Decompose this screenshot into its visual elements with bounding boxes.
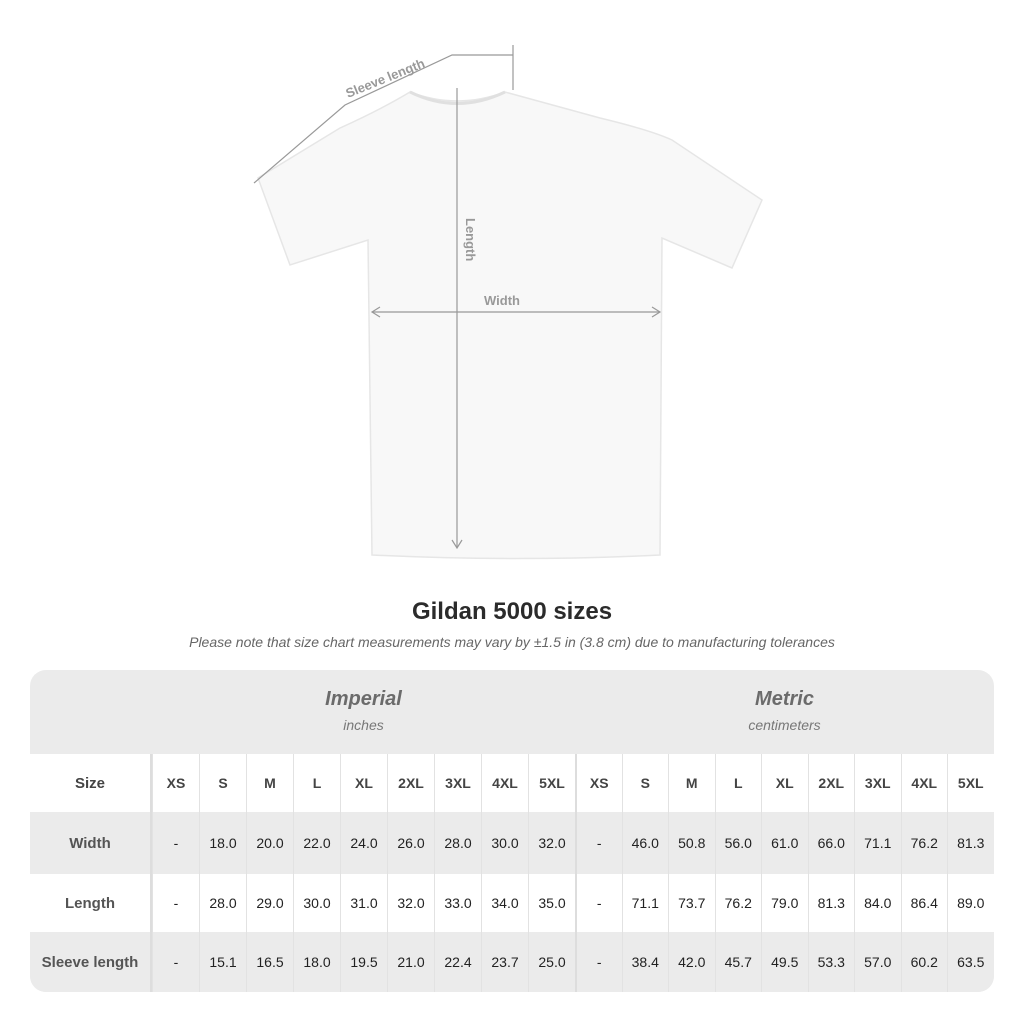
imperial-value-cell: 32.0 bbox=[387, 874, 434, 932]
imperial-value-cell: 19.5 bbox=[340, 932, 387, 992]
imperial-value-cell: 16.5 bbox=[246, 932, 293, 992]
tolerance-note: Please note that size chart measurements… bbox=[189, 634, 835, 650]
size-header-cell: M bbox=[246, 754, 293, 812]
size-header-cell: 4XL bbox=[481, 754, 528, 812]
metric-value-cell: - bbox=[575, 812, 622, 874]
imperial-unit: inches bbox=[343, 717, 384, 733]
metric-header: Metric centimeters bbox=[575, 670, 994, 754]
tshirt-diagram: Sleeve length Length Width bbox=[253, 45, 763, 560]
imperial-value-cell: 34.0 bbox=[481, 874, 528, 932]
metric-value-cell: 56.0 bbox=[714, 812, 762, 874]
imperial-title: Imperial bbox=[325, 688, 402, 710]
size-table: Imperial inches Metric centimeters Size X… bbox=[30, 670, 994, 992]
row-label: Size bbox=[30, 754, 152, 812]
metric-value-cell: - bbox=[575, 932, 622, 992]
size-header-cell: M bbox=[668, 754, 715, 812]
imperial-value-cell: - bbox=[152, 812, 199, 874]
metric-value-cell: 66.0 bbox=[807, 812, 855, 874]
imperial-value-cell: - bbox=[152, 874, 199, 932]
imperial-value-cell: 23.7 bbox=[481, 932, 528, 992]
metric-value-cell: 76.2 bbox=[900, 812, 948, 874]
size-header-cell: XL bbox=[761, 754, 808, 812]
metric-value-cell: 57.0 bbox=[854, 932, 901, 992]
metric-value-cell: 89.0 bbox=[947, 874, 994, 932]
imperial-value-cell: 28.0 bbox=[199, 874, 246, 932]
metric-value-cell: 42.0 bbox=[668, 932, 715, 992]
imperial-value-cell: 31.0 bbox=[340, 874, 387, 932]
metric-value-cell: - bbox=[575, 874, 622, 932]
sleeve-measure-line bbox=[253, 54, 513, 184]
imperial-value-cell: 29.0 bbox=[246, 874, 293, 932]
metric-value-cell: 50.8 bbox=[668, 812, 715, 874]
metric-value-cell: 86.4 bbox=[900, 874, 948, 932]
metric-value-cell: 60.2 bbox=[900, 932, 948, 992]
imperial-value-cell: 33.0 bbox=[434, 874, 481, 932]
page-title: Gildan 5000 sizes bbox=[411, 598, 613, 625]
imperial-header: Imperial inches bbox=[152, 670, 575, 754]
size-header-cell: 3XL bbox=[434, 754, 481, 812]
metric-value-cell: 53.3 bbox=[807, 932, 855, 992]
imperial-value-cell: - bbox=[152, 932, 199, 992]
table-row: Sleeve length -15.1 16.5 18.0 19.5 21.0 22.4 23… bbox=[30, 932, 994, 992]
imperial-value-cell: 21.0 bbox=[387, 932, 434, 992]
size-header-cell: 4XL bbox=[900, 754, 948, 812]
row-label: Sleeve length bbox=[30, 932, 152, 992]
metric-value-cell: 71.1 bbox=[854, 812, 901, 874]
size-header-cell: XS bbox=[152, 754, 199, 812]
metric-value-cell: 61.0 bbox=[761, 812, 808, 874]
size-header-cell: S bbox=[199, 754, 246, 812]
size-header-cell: 5XL bbox=[528, 754, 575, 812]
imperial-value-cell: 24.0 bbox=[340, 812, 387, 874]
metric-value-cell: 81.3 bbox=[947, 812, 994, 874]
width-label: Width bbox=[484, 293, 520, 308]
metric-value-cell: 79.0 bbox=[761, 874, 808, 932]
imperial-value-cell: 30.0 bbox=[481, 812, 528, 874]
metric-value-cell: 45.7 bbox=[714, 932, 762, 992]
imperial-value-cell: 22.4 bbox=[434, 932, 481, 992]
size-header-cell: 2XL bbox=[387, 754, 434, 812]
size-header-cell: S bbox=[621, 754, 669, 812]
metric-value-cell: 38.4 bbox=[621, 932, 669, 992]
metric-value-cell: 84.0 bbox=[854, 874, 901, 932]
length-label: Length bbox=[463, 218, 478, 261]
imperial-value-cell: 35.0 bbox=[528, 874, 575, 932]
row-label: Width bbox=[30, 812, 152, 874]
imperial-value-cell: 25.0 bbox=[528, 932, 575, 992]
table-row: Length -28.0 29.0 30.0 31.0 32.0 33.0 34.0 35.0-… bbox=[30, 874, 994, 932]
size-header-cell: XS bbox=[575, 754, 622, 812]
metric-value-cell: 71.1 bbox=[621, 874, 669, 932]
table-row: Width -18.0 20.0 22.0 24.0 26.0 28.0 30.0 32.0-4… bbox=[30, 812, 994, 874]
row-label: Length bbox=[30, 874, 152, 932]
metric-value-cell: 46.0 bbox=[621, 812, 669, 874]
metric-value-cell: 81.3 bbox=[807, 874, 855, 932]
metric-unit: centimeters bbox=[748, 717, 821, 733]
metric-value-cell: 76.2 bbox=[714, 874, 762, 932]
size-header-cell: L bbox=[714, 754, 762, 812]
imperial-value-cell: 30.0 bbox=[293, 874, 340, 932]
metric-value-cell: 49.5 bbox=[761, 932, 808, 992]
imperial-value-cell: 15.1 bbox=[199, 932, 246, 992]
imperial-value-cell: 32.0 bbox=[528, 812, 575, 874]
metric-title: Metric bbox=[755, 688, 814, 710]
tshirt-image bbox=[257, 91, 763, 560]
size-header-cell: XL bbox=[340, 754, 387, 812]
imperial-value-cell: 18.0 bbox=[199, 812, 246, 874]
size-header-cell: 2XL bbox=[807, 754, 855, 812]
imperial-value-cell: 28.0 bbox=[434, 812, 481, 874]
size-header-cell: 5XL bbox=[947, 754, 994, 812]
size-header-row: Size XS S M L XL 2XL 3XL 4XL 5XL XS S M L XL 2XL 3XL 4XL 5… bbox=[30, 754, 994, 812]
size-header-cell: L bbox=[293, 754, 340, 812]
imperial-value-cell: 20.0 bbox=[246, 812, 293, 874]
imperial-value-cell: 26.0 bbox=[387, 812, 434, 874]
size-header-cell: 3XL bbox=[854, 754, 901, 812]
imperial-value-cell: 22.0 bbox=[293, 812, 340, 874]
imperial-value-cell: 18.0 bbox=[293, 932, 340, 992]
metric-value-cell: 63.5 bbox=[947, 932, 994, 992]
metric-value-cell: 73.7 bbox=[668, 874, 715, 932]
